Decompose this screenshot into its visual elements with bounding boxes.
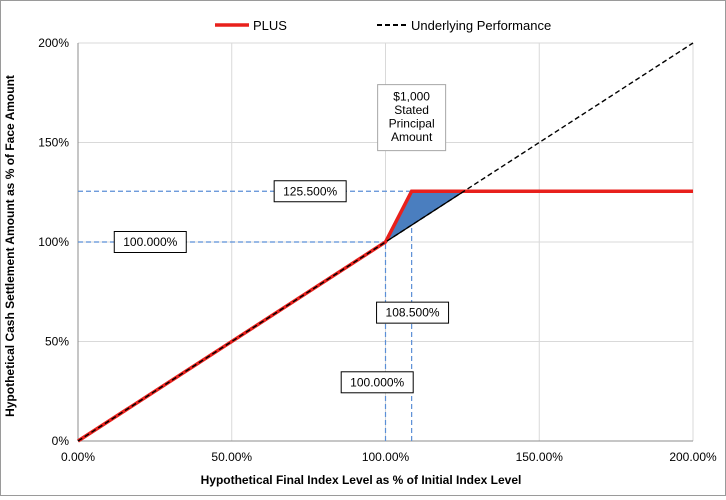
annotation-label: 125.500% — [283, 184, 337, 198]
y-tick-label: 100% — [38, 235, 69, 249]
y-tick-label: 200% — [38, 36, 69, 50]
annotation-label: 108.500% — [386, 306, 440, 320]
x-tick-label: 100.00% — [362, 450, 410, 464]
principal-note-line: Stated — [394, 103, 429, 117]
y-tick-label: 150% — [38, 136, 69, 150]
plus-series-line — [77, 189, 693, 443]
y-axis-title: Hypothetical Cash Settlement Amount as %… — [3, 75, 17, 417]
annotation-boxes: 125.500% 100.000% 108.500% 100.000% $1,000St… — [113, 84, 450, 394]
x-tick-label: 150.00% — [516, 450, 564, 464]
annotation-box — [376, 301, 450, 324]
x-tick-label: 50.00% — [211, 450, 252, 464]
legend-underlying-label: Underlying Performance — [411, 18, 551, 33]
reference-lines — [78, 190, 413, 441]
principal-note-line: Principal — [389, 117, 435, 131]
legend: PLUS Underlying Performance — [215, 18, 551, 33]
annotation-box — [273, 180, 347, 203]
annotation-box — [113, 231, 187, 253]
annotation-label: 100.000% — [123, 235, 177, 249]
principal-note-box — [377, 84, 447, 152]
annotation-box — [340, 371, 414, 394]
y-tick-label: 0% — [52, 434, 70, 448]
annotation-label: 100.000% — [350, 375, 404, 389]
series-lines — [77, 42, 694, 443]
tick-labels: 0.00% 50.00% 100.00% 150.00% 200.00% 0% 50% 100… — [38, 36, 717, 464]
legend-plus-label: PLUS — [253, 18, 287, 33]
x-tick-label: 200.00% — [669, 450, 717, 464]
x-tick-label: 0.00% — [61, 450, 95, 464]
principal-note-line: $1,000 — [393, 90, 430, 104]
x-axis-title: Hypothetical Final Index Level as % of I… — [201, 473, 522, 487]
y-tick-label: 50% — [45, 335, 69, 349]
underlying-series-line — [77, 42, 694, 442]
principal-note-line: Amount — [391, 130, 433, 144]
